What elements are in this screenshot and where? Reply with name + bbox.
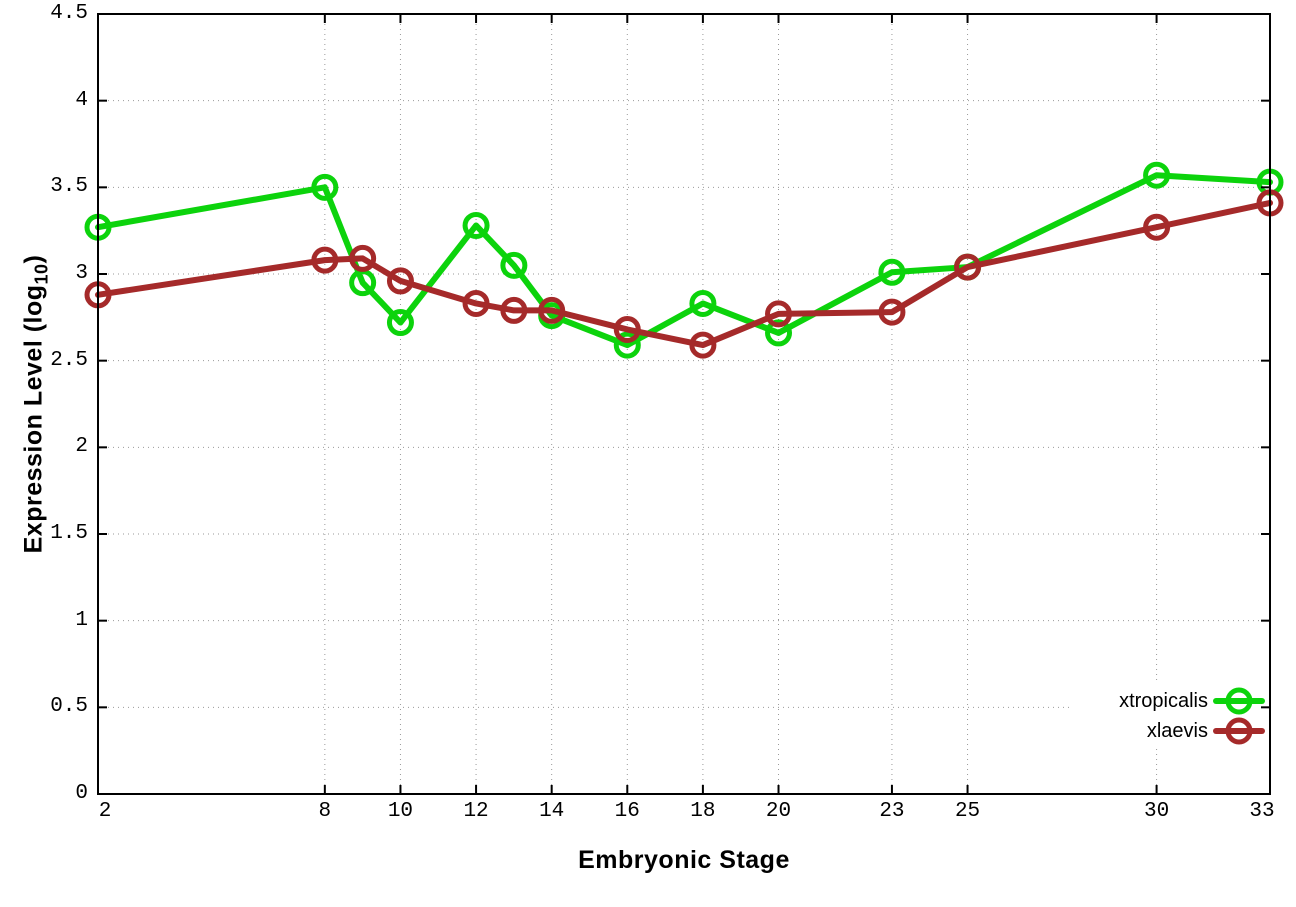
data-point-xtropicalis [613,331,641,359]
data-point-xlaevis [878,298,906,326]
data-point-xlaevis [613,315,641,343]
data-point-xlaevis [311,246,339,274]
y-tick-label: 4 [75,88,88,112]
data-point-xlaevis [462,289,490,317]
data-point-xlaevis [538,296,566,324]
series-line-xtropicalis [95,172,1273,349]
legend-sample-marker-xlaevis [1225,717,1253,745]
x-tick-label: 18 [690,800,716,823]
x-tick-label: 23 [879,800,905,823]
data-point-xtropicalis [689,289,717,317]
data-point-xlaevis [500,296,528,324]
y-axis-title: Expression Level (log10) [20,255,53,554]
legend-label-xtropicalis: xtropicalis [1119,690,1208,712]
data-point-xlaevis [954,253,982,281]
x-tick-label: 30 [1143,800,1170,823]
y-tick-label: 3.5 [50,175,88,199]
y-tick-label: 1.5 [50,522,88,545]
y-tick-label: 3 [75,262,88,285]
data-point-xlaevis [386,267,414,295]
x-axis-title: Embryonic Stage [578,846,790,874]
data-point-xtropicalis [878,258,906,286]
series-line-xlaevis [95,199,1273,349]
y-axis-title-text: Expression Level (log [19,284,48,554]
data-point-xlaevis [349,244,377,272]
y-tick-label: 2.5 [50,348,88,372]
data-point-xtropicalis [765,319,793,347]
legend-sample-marker-xtropicalis [1225,687,1253,715]
x-tick-label: 25 [954,800,981,823]
x-tick-label: 20 [765,800,792,823]
y-tick-label: 0 [75,782,88,805]
x-tick-label: 14 [539,800,565,823]
data-point-xtropicalis [1143,161,1171,189]
plot-border [97,13,1271,795]
x-tick-label: 2 [98,800,112,823]
y-tick-label: 2 [75,435,88,459]
data-point-xlaevis [765,300,793,328]
x-tick-label: 33 [1249,800,1275,823]
data-point-xlaevis [689,331,717,359]
x-tick-label: 16 [614,800,640,823]
data-point-xtropicalis [386,309,414,337]
y-tick-label: 1 [75,608,88,632]
y-tick-label: 0.5 [50,695,88,719]
data-point-xtropicalis [311,173,339,201]
x-tick-label: 12 [463,800,489,823]
y-tick-label: 4.5 [50,2,88,25]
data-point-xlaevis [1143,213,1171,241]
data-point-xtropicalis [500,251,528,279]
x-tick-label: 10 [387,800,414,823]
legend-label-xlaevis: xlaevis [1146,720,1208,742]
data-point-xtropicalis [462,211,490,239]
x-tick-label: 8 [318,800,332,823]
